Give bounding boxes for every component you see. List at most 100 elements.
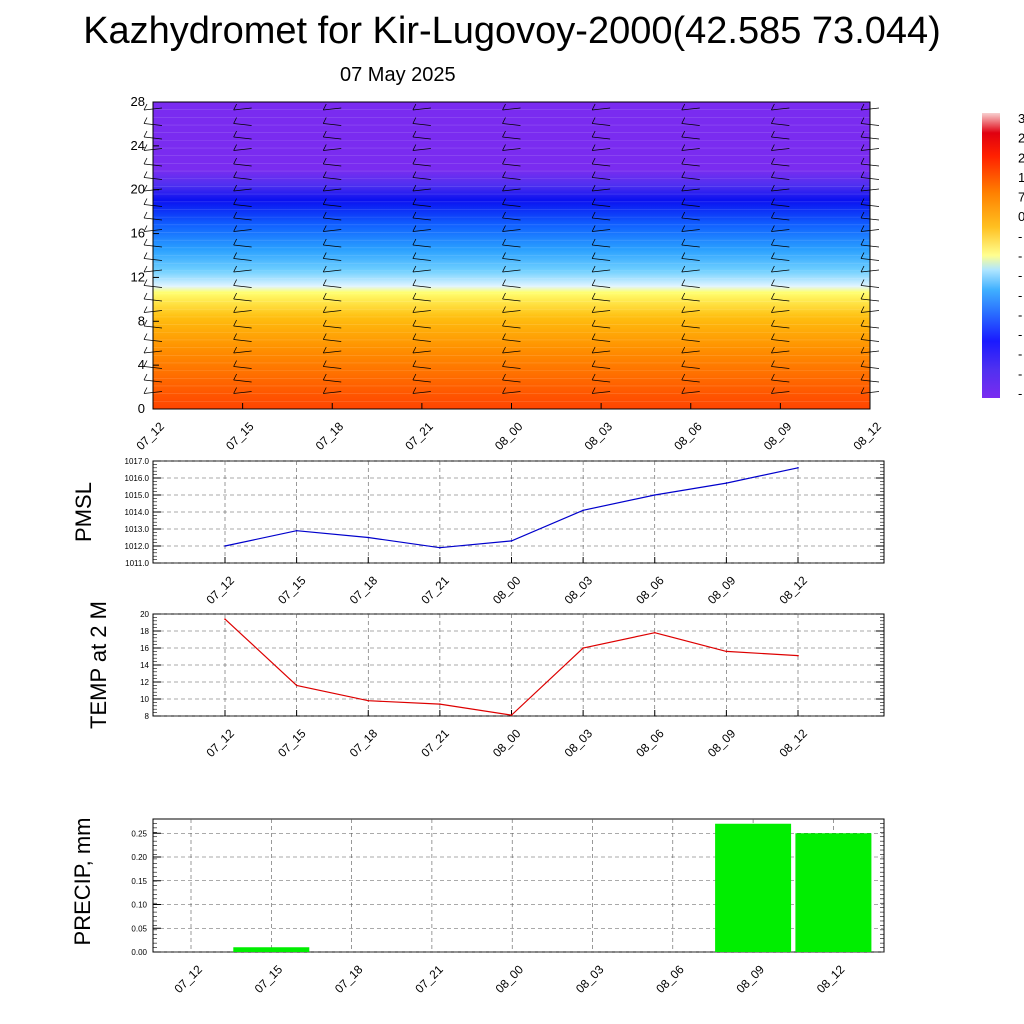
- wind-barb: [502, 163, 521, 167]
- wind-barb: [412, 310, 431, 313]
- wind-barb-flag: [681, 252, 686, 259]
- wind-barb-flag: [502, 319, 506, 327]
- wind-barb: [412, 163, 431, 167]
- wind-barb-flag: [143, 238, 148, 246]
- wind-barb-flag: [502, 184, 506, 192]
- pmsl-data-point: [582, 509, 584, 512]
- wind-barb-flag: [233, 198, 237, 205]
- wind-barb-flag: [412, 279, 417, 286]
- wind-barb: [771, 298, 790, 302]
- wind-barb-flag: [412, 306, 417, 313]
- wind-barb-flag: [412, 238, 417, 246]
- wind-barb-flag: [771, 333, 775, 340]
- precip-x-tick-label: 08_00: [493, 962, 527, 996]
- wind-barb: [681, 204, 700, 207]
- pmsl-y-tick-label: 1014.0: [125, 508, 150, 517]
- temp-x-tick-label: 07_15: [275, 726, 309, 760]
- heatmap-x-tick-label: 07_15: [223, 419, 257, 453]
- wind-barb: [233, 366, 252, 369]
- wind-barb-flag: [771, 346, 775, 354]
- wind-barb: [592, 229, 611, 232]
- wind-barb: [771, 258, 790, 261]
- wind-barb: [771, 339, 790, 342]
- wind-barb-flag: [322, 144, 327, 151]
- wind-barb-flag: [681, 292, 686, 300]
- wind-barb-flag: [860, 157, 865, 165]
- wind-barb: [592, 366, 611, 369]
- wind-barb-flag: [771, 103, 775, 111]
- pmsl-x-tick-label: 07_15: [275, 573, 309, 607]
- wind-barb-flag: [681, 373, 686, 381]
- wind-barb-flag: [502, 279, 506, 286]
- wind-barb-flag: [591, 292, 596, 300]
- precip-bar: [233, 947, 310, 952]
- wind-barb-flag: [143, 130, 148, 138]
- wind-barb: [502, 258, 521, 261]
- wind-barb-flag: [771, 360, 775, 367]
- wind-barb: [502, 123, 521, 126]
- wind-barb: [592, 177, 611, 180]
- wind-barb-flag: [591, 184, 596, 192]
- heatmap-y-tick-label: 0: [138, 401, 145, 416]
- temp-data-point: [725, 650, 728, 653]
- wind-barb-flag: [143, 333, 148, 340]
- wind-barb-flag: [860, 130, 865, 138]
- wind-barb-flag: [412, 360, 417, 367]
- wind-barb-flag: [412, 103, 417, 111]
- wind-barb-flag: [322, 360, 327, 367]
- wind-barb: [592, 123, 611, 126]
- wind-barb: [592, 379, 611, 383]
- wind-barb: [771, 285, 790, 288]
- precip-x-tick-label: 08_03: [573, 962, 607, 996]
- wind-barb-flag: [322, 252, 327, 259]
- wind-barb-flag: [143, 144, 148, 151]
- wind-barb: [771, 391, 790, 394]
- wind-barb-flag: [322, 292, 327, 300]
- wind-barb: [681, 217, 700, 221]
- temp-x-tick-label: 08_00: [490, 726, 524, 760]
- wind-barb-flag: [681, 238, 686, 246]
- wind-barb: [592, 310, 611, 313]
- colorbar-label: 7: [1018, 190, 1024, 205]
- wind-barb: [771, 123, 790, 126]
- wind-barb: [233, 339, 252, 342]
- colorbar-label: -: [1018, 347, 1022, 362]
- wind-barb: [681, 269, 700, 273]
- pmsl-data-point: [510, 540, 513, 542]
- wind-barb: [233, 229, 252, 232]
- wind-barb: [771, 310, 790, 313]
- wind-barb: [592, 391, 611, 394]
- wind-barb-flag: [322, 225, 327, 232]
- wind-barb: [592, 107, 611, 111]
- colorbar-label: -: [1018, 249, 1022, 264]
- wind-barb-flag: [771, 373, 775, 381]
- wind-barb: [681, 366, 700, 369]
- wind-barb-flag: [233, 211, 237, 219]
- pmsl-y-axis-label: PMSL: [71, 482, 96, 542]
- colorbar-label: 2: [1018, 150, 1024, 165]
- wind-barb-flag: [502, 387, 506, 394]
- wind-barb: [412, 258, 431, 261]
- wind-barb-flag: [233, 171, 237, 178]
- wind-barb: [502, 350, 521, 354]
- wind-barb: [502, 298, 521, 302]
- precip-y-tick-label: 0.10: [131, 901, 147, 910]
- wind-barb-flag: [681, 265, 686, 273]
- heatmap-y-tick-label: 24: [131, 138, 145, 153]
- wind-barb-flag: [860, 360, 865, 367]
- wind-barb: [681, 188, 700, 192]
- wind-barb-flag: [502, 157, 506, 165]
- temp-y-tick-label: 8: [145, 712, 150, 721]
- colorbar-label: -: [1018, 386, 1022, 401]
- wind-barb-flag: [322, 157, 327, 165]
- wind-barb-flag: [681, 103, 686, 111]
- wind-barb-flag: [591, 157, 596, 165]
- temp-y-tick-label: 14: [140, 661, 149, 670]
- wind-barb-flag: [322, 346, 327, 354]
- precip-x-tick-label: 07_21: [412, 962, 446, 996]
- wind-barb-flag: [143, 292, 148, 300]
- wind-barb-flag: [860, 184, 865, 192]
- temp-x-tick-label: 08_09: [705, 726, 739, 760]
- wind-barb: [233, 204, 252, 207]
- wind-barb-flag: [681, 333, 686, 340]
